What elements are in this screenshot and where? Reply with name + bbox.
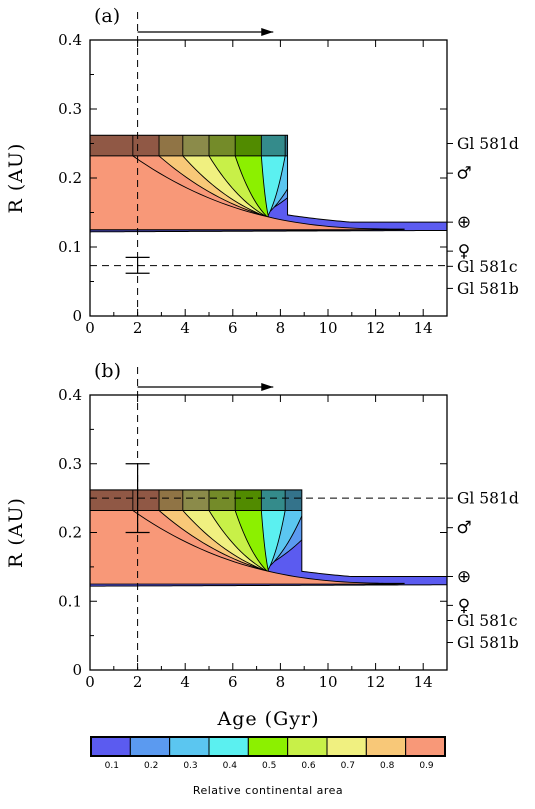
- colorbar-swatch: [129, 736, 171, 757]
- planet-label: Gl 581b: [457, 280, 519, 298]
- x-tick-label: 0: [85, 319, 95, 337]
- colorbar-swatch: [287, 736, 328, 757]
- colorbar-swatch: [90, 736, 131, 757]
- colorbar-tick-label: 0.7: [341, 761, 355, 771]
- y-axis-title: R (AU): [5, 497, 27, 568]
- planet-label: ⊕: [457, 213, 471, 233]
- panel-a: 0 2 4 6 8 10 12 14 0 0.1 0.2 0.3 0.4 R (AU) (a) Gl 581d…: [5, 5, 519, 337]
- planet-label: Gl 581c: [457, 258, 518, 276]
- x-tick-label: 2: [133, 673, 143, 691]
- colorbar-tick-label: 0.3: [183, 761, 197, 771]
- x-tick-label: 10: [318, 673, 337, 691]
- colorbar-tick-label: 0.5: [262, 761, 276, 771]
- age-arrow-head: [261, 28, 274, 36]
- y-tick-label: 0.4: [58, 31, 82, 49]
- y-tick-label: 0.3: [58, 100, 82, 118]
- colorbar-swatch: [247, 736, 289, 757]
- planet-label: ♂: [456, 164, 471, 184]
- y-tick-label: 0.3: [58, 455, 82, 473]
- x-tick-label: 6: [228, 673, 238, 691]
- colorbar-swatch: [326, 736, 367, 757]
- x-tick-label: 4: [180, 673, 190, 691]
- x-tick-label: 8: [276, 673, 286, 691]
- contour-region: [90, 135, 405, 231]
- panel-b: 0 2 4 6 8 10 12 14 0 0.1 0.2 0.3 0.4 R (AU) Age (Gyr) (…: [5, 360, 519, 730]
- planet-label: ♂: [456, 518, 471, 538]
- colorbar-swatch: [208, 736, 249, 757]
- colorbar-tick-label: 0.8: [380, 761, 395, 771]
- y-tick-label: 0: [72, 307, 82, 325]
- planet-label: Gl 581b: [457, 634, 519, 652]
- x-tick-label: 4: [180, 319, 190, 337]
- x-tick-label: 12: [366, 319, 385, 337]
- colorbar-swatch: [365, 736, 407, 757]
- inner-edge-band: [90, 135, 288, 156]
- planet-label: ♀: [458, 242, 470, 262]
- colorbar-frame: [90, 736, 446, 757]
- colorbar-tick-label: 0.1: [105, 761, 119, 771]
- panel-label: (b): [94, 360, 121, 382]
- y-tick-label: 0: [72, 661, 82, 679]
- zone-outline: [89, 134, 448, 233]
- colorbar-title: Relative continental area: [193, 784, 343, 797]
- x-tick-label: 14: [414, 319, 433, 337]
- colorbar-tick-label: 0.9: [419, 761, 434, 771]
- y-tick-label: 0.2: [58, 169, 82, 187]
- colorbar: 0.1 0.2 0.3 0.4 0.5 0.6 0.7 0.8 0.9 Relative cont…: [90, 736, 446, 797]
- colorbar-tick-label: 0.2: [144, 761, 158, 771]
- x-tick-label: 2: [133, 319, 143, 337]
- y-tick-label: 0.2: [58, 524, 82, 542]
- y-axis-title: R (AU): [5, 143, 27, 214]
- colorbar-tick-label: 0.4: [223, 761, 238, 771]
- planet-label: Gl 581d: [457, 135, 519, 153]
- panel-label: (a): [94, 5, 120, 27]
- y-tick-label: 0.1: [58, 238, 82, 256]
- planet-label: ♀: [458, 596, 470, 616]
- zone-layer: [90, 135, 447, 232]
- x-tick-label: 10: [318, 319, 337, 337]
- planet-label: Gl 581c: [457, 612, 518, 630]
- colorbar-swatch: [169, 736, 210, 757]
- x-tick-label: 6: [228, 319, 238, 337]
- x-axis-title: Age (Gyr): [217, 708, 320, 730]
- x-tick-label: 14: [414, 673, 433, 691]
- planet-label: ⊕: [457, 567, 471, 587]
- contour-region: [90, 489, 405, 585]
- x-tick-label: 8: [276, 319, 286, 337]
- x-tick-label: 12: [366, 673, 385, 691]
- planet-label: Gl 581d: [457, 490, 519, 508]
- y-tick-label: 0.4: [58, 386, 82, 404]
- x-tick-label: 0: [85, 673, 95, 691]
- colorbar-tick-label: 0.6: [301, 761, 316, 771]
- age-arrow-head: [261, 383, 274, 391]
- zone-outline: [89, 489, 448, 587]
- inner-edge-band: [90, 489, 302, 511]
- colorbar-swatch: [405, 736, 446, 757]
- y-tick-label: 0.1: [58, 592, 82, 610]
